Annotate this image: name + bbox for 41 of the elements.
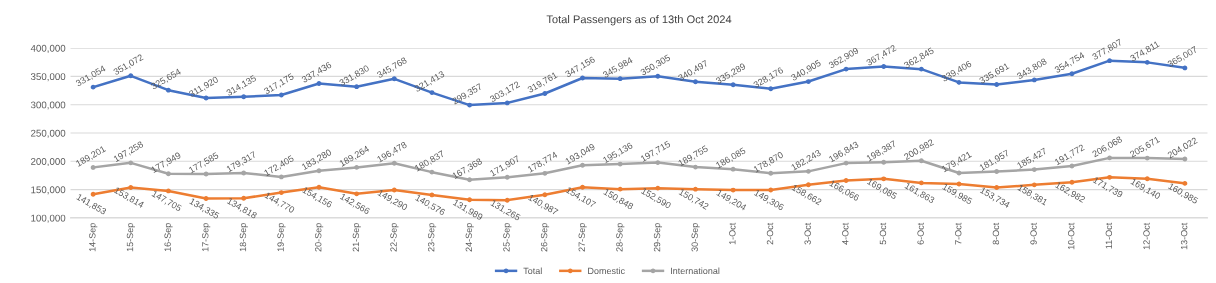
x-tick-label: 1-Oct [729, 222, 736, 245]
x-tick-label: 3-Oct [804, 222, 811, 245]
y-tick-label: 400,000 [30, 44, 66, 53]
x-tick-label: 25-Sep [503, 223, 512, 252]
x-tick-label: 29-Sep [653, 223, 663, 252]
y-tick-label: 150,000 [31, 186, 66, 195]
x-tick-label: 5-Oct [879, 222, 887, 245]
x-tick-label: 12-Oct [1143, 222, 1150, 250]
x-tick-label: 10-Oct [1067, 222, 1075, 250]
x-tick-label: 15-Sep [126, 223, 135, 252]
x-tick-label: 23-Sep [427, 223, 437, 252]
x-tick-label: 27-Sep [578, 223, 587, 252]
y-tick-label: 200,000 [31, 158, 66, 167]
x-tick-label: 13-Oct [1180, 222, 1188, 250]
x-tick-label: 22-Sep [390, 223, 399, 252]
x-tick-label: 17-Sep [202, 223, 211, 252]
x-tick-label: 21-Sep [352, 223, 361, 252]
y-tick-label: 100,000 [31, 214, 66, 223]
x-tick-label: 20-Sep [315, 223, 324, 252]
x-tick-label: 18-Sep [239, 223, 248, 252]
x-tick-label: 19-Sep [277, 223, 286, 252]
x-tick-label: 7-Oct [955, 222, 962, 245]
y-tick-label: 250,000 [31, 129, 66, 138]
x-tick-label: 28-Sep [616, 223, 625, 252]
legend-label: Domestic [588, 267, 625, 275]
x-tick-label: 9-Oct [1030, 222, 1037, 245]
chart-title: Total Passengers as of 13th Oct 2024 [546, 15, 732, 26]
x-tick-label: 30-Sep [691, 223, 700, 252]
x-tick-label: 8-Oct [992, 222, 1000, 245]
x-tick-label: 6-Oct [917, 222, 924, 245]
y-tick-label: 350,000 [30, 73, 66, 82]
x-tick-label: 2-Oct [766, 222, 774, 245]
x-tick-label: 26-Sep [540, 223, 550, 252]
legend-label: Total [523, 267, 542, 275]
x-tick-label: 4-Oct [842, 222, 849, 245]
x-tick-label: 14-Sep [89, 223, 98, 252]
x-tick-label: 16-Sep [164, 223, 173, 252]
legend-label: International [671, 267, 720, 275]
x-tick-label: 24-Sep [465, 223, 474, 252]
x-tick-label: 11-Oct [1105, 222, 1113, 249]
y-tick-label: 300,000 [30, 101, 66, 110]
